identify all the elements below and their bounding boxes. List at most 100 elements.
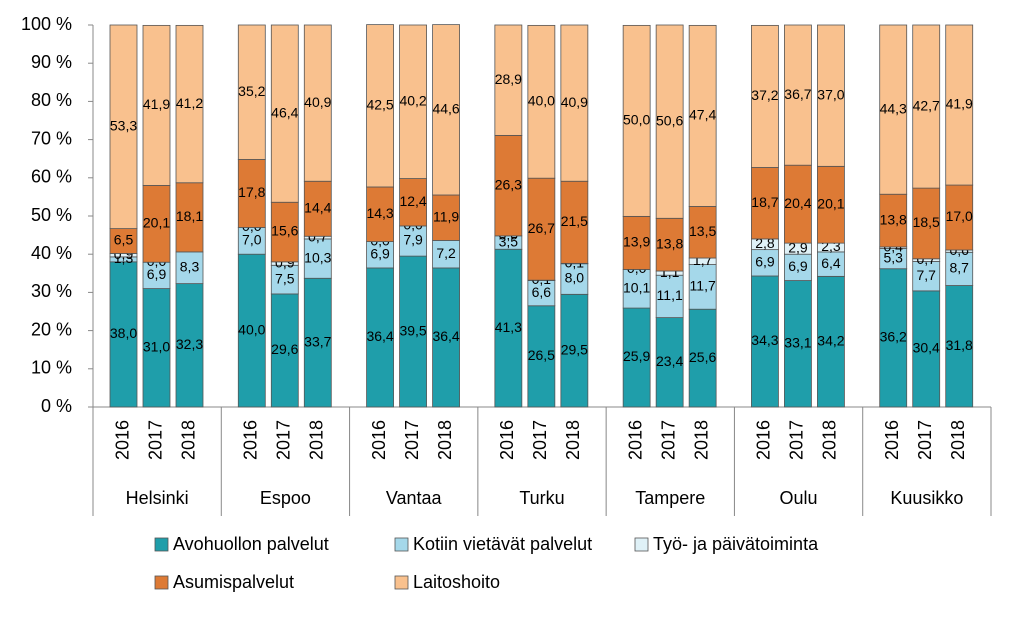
x-tick-label: 2016	[882, 420, 902, 460]
y-tick-label: 80 %	[31, 90, 72, 110]
value-label: 18,5	[913, 214, 940, 230]
x-tick-label: 2017	[915, 420, 935, 460]
y-tick-label: 100 %	[21, 14, 72, 34]
legend-swatch	[395, 538, 408, 551]
value-label: 46,4	[271, 104, 298, 120]
value-label: 31,0	[143, 338, 170, 354]
value-label: 41,9	[143, 96, 170, 112]
value-label: 33,1	[784, 334, 811, 350]
value-label: 25,6	[689, 349, 716, 365]
value-label: 37,0	[817, 86, 844, 102]
value-label: 28,9	[495, 71, 522, 87]
legend-label: Työ- ja päivätoiminta	[653, 534, 819, 554]
value-label: 21,5	[561, 213, 588, 229]
value-label: 8,7	[949, 260, 969, 276]
legend-swatch	[155, 576, 168, 589]
x-tick-label: 2017	[274, 420, 294, 460]
value-label: 7,7	[916, 267, 936, 283]
value-label: 40,0	[238, 321, 265, 337]
y-tick-label: 30 %	[31, 281, 72, 301]
value-label: 6,4	[821, 255, 841, 271]
value-label: 50,6	[656, 112, 683, 128]
value-label: 15,6	[271, 223, 298, 239]
value-label: 20,4	[784, 195, 811, 211]
x-tick-label: 2017	[787, 420, 807, 460]
value-label: 8,0	[565, 270, 585, 286]
value-label: 32,3	[176, 336, 203, 352]
value-label: 36,7	[784, 86, 811, 102]
x-tick-label: 2017	[658, 420, 678, 460]
x-tick-label: 2016	[241, 420, 261, 460]
value-label: 31,8	[946, 337, 973, 353]
value-label: 18,7	[751, 194, 778, 210]
value-label: 11,7	[690, 278, 716, 294]
value-label: 20,1	[143, 215, 170, 231]
value-label: 23,4	[656, 353, 683, 369]
value-label: 37,2	[751, 87, 778, 103]
value-label: 36,4	[366, 328, 393, 344]
x-tick-label: 2018	[948, 420, 968, 460]
value-label: 38,0	[110, 325, 137, 341]
x-tick-label: 2016	[112, 420, 132, 460]
legend-label: Laitoshoito	[413, 572, 500, 592]
value-label: 7,5	[275, 270, 295, 286]
value-label: 11,9	[433, 208, 459, 224]
value-label: 39,5	[399, 322, 426, 338]
value-label: 25,9	[623, 348, 650, 364]
value-label: 40,0	[528, 92, 555, 108]
legend-swatch	[635, 538, 648, 551]
x-tick-label: 2018	[563, 420, 583, 460]
value-label: 20,1	[817, 195, 844, 211]
group-label: Espoo	[260, 488, 311, 508]
legend-swatch	[395, 576, 408, 589]
group-label: Turku	[519, 488, 564, 508]
value-label: 26,5	[528, 347, 555, 363]
x-tick-label: 2017	[402, 420, 422, 460]
value-label: 6,9	[788, 258, 808, 274]
value-label: 33,7	[304, 333, 331, 349]
value-label: 30,4	[913, 340, 940, 356]
y-tick-label: 50 %	[31, 205, 72, 225]
x-tick-label: 2016	[369, 420, 389, 460]
x-tick-label: 2017	[530, 420, 550, 460]
value-label: 11,1	[657, 287, 683, 303]
value-label: 7,9	[403, 232, 423, 248]
value-label: 26,7	[528, 220, 555, 236]
legend-label: Asumispalvelut	[173, 572, 294, 592]
legend-label: Avohuollon palvelut	[173, 534, 329, 554]
y-tick-label: 40 %	[31, 243, 72, 263]
value-label: 50,0	[623, 112, 650, 128]
value-label: 13,5	[689, 223, 716, 239]
value-label: 41,2	[176, 95, 203, 111]
x-tick-label: 2016	[754, 420, 774, 460]
value-label: 14,3	[366, 205, 393, 221]
value-label: 34,3	[751, 332, 778, 348]
value-label: 44,3	[880, 100, 907, 116]
value-label: 6,9	[755, 253, 775, 269]
value-label: 8,3	[180, 258, 200, 274]
value-label: 42,7	[913, 97, 940, 113]
value-label: 26,3	[495, 176, 522, 192]
value-label: 6,5	[114, 232, 134, 248]
value-label: 10,1	[623, 279, 650, 295]
value-label: 35,2	[238, 83, 265, 99]
value-label: 40,9	[561, 94, 588, 110]
y-tick-label: 60 %	[31, 167, 72, 187]
x-tick-label: 2018	[691, 420, 711, 460]
x-tick-label: 2016	[625, 420, 645, 460]
x-tick-label: 2018	[307, 420, 327, 460]
value-label: 29,6	[271, 341, 298, 357]
value-label: 53,3	[110, 118, 137, 134]
value-label: 40,2	[399, 92, 426, 108]
value-label: 13,9	[623, 234, 650, 250]
group-label: Helsinki	[126, 488, 189, 508]
value-label: 44,6	[432, 101, 459, 117]
group-label: Oulu	[780, 488, 818, 508]
value-label: 13,8	[880, 211, 907, 227]
value-label: 14,4	[304, 199, 331, 215]
x-tick-label: 2016	[497, 420, 517, 460]
legend-swatch	[155, 538, 168, 551]
value-label: 36,4	[432, 328, 459, 344]
value-label: 17,0	[946, 208, 973, 224]
y-tick-label: 20 %	[31, 319, 72, 339]
